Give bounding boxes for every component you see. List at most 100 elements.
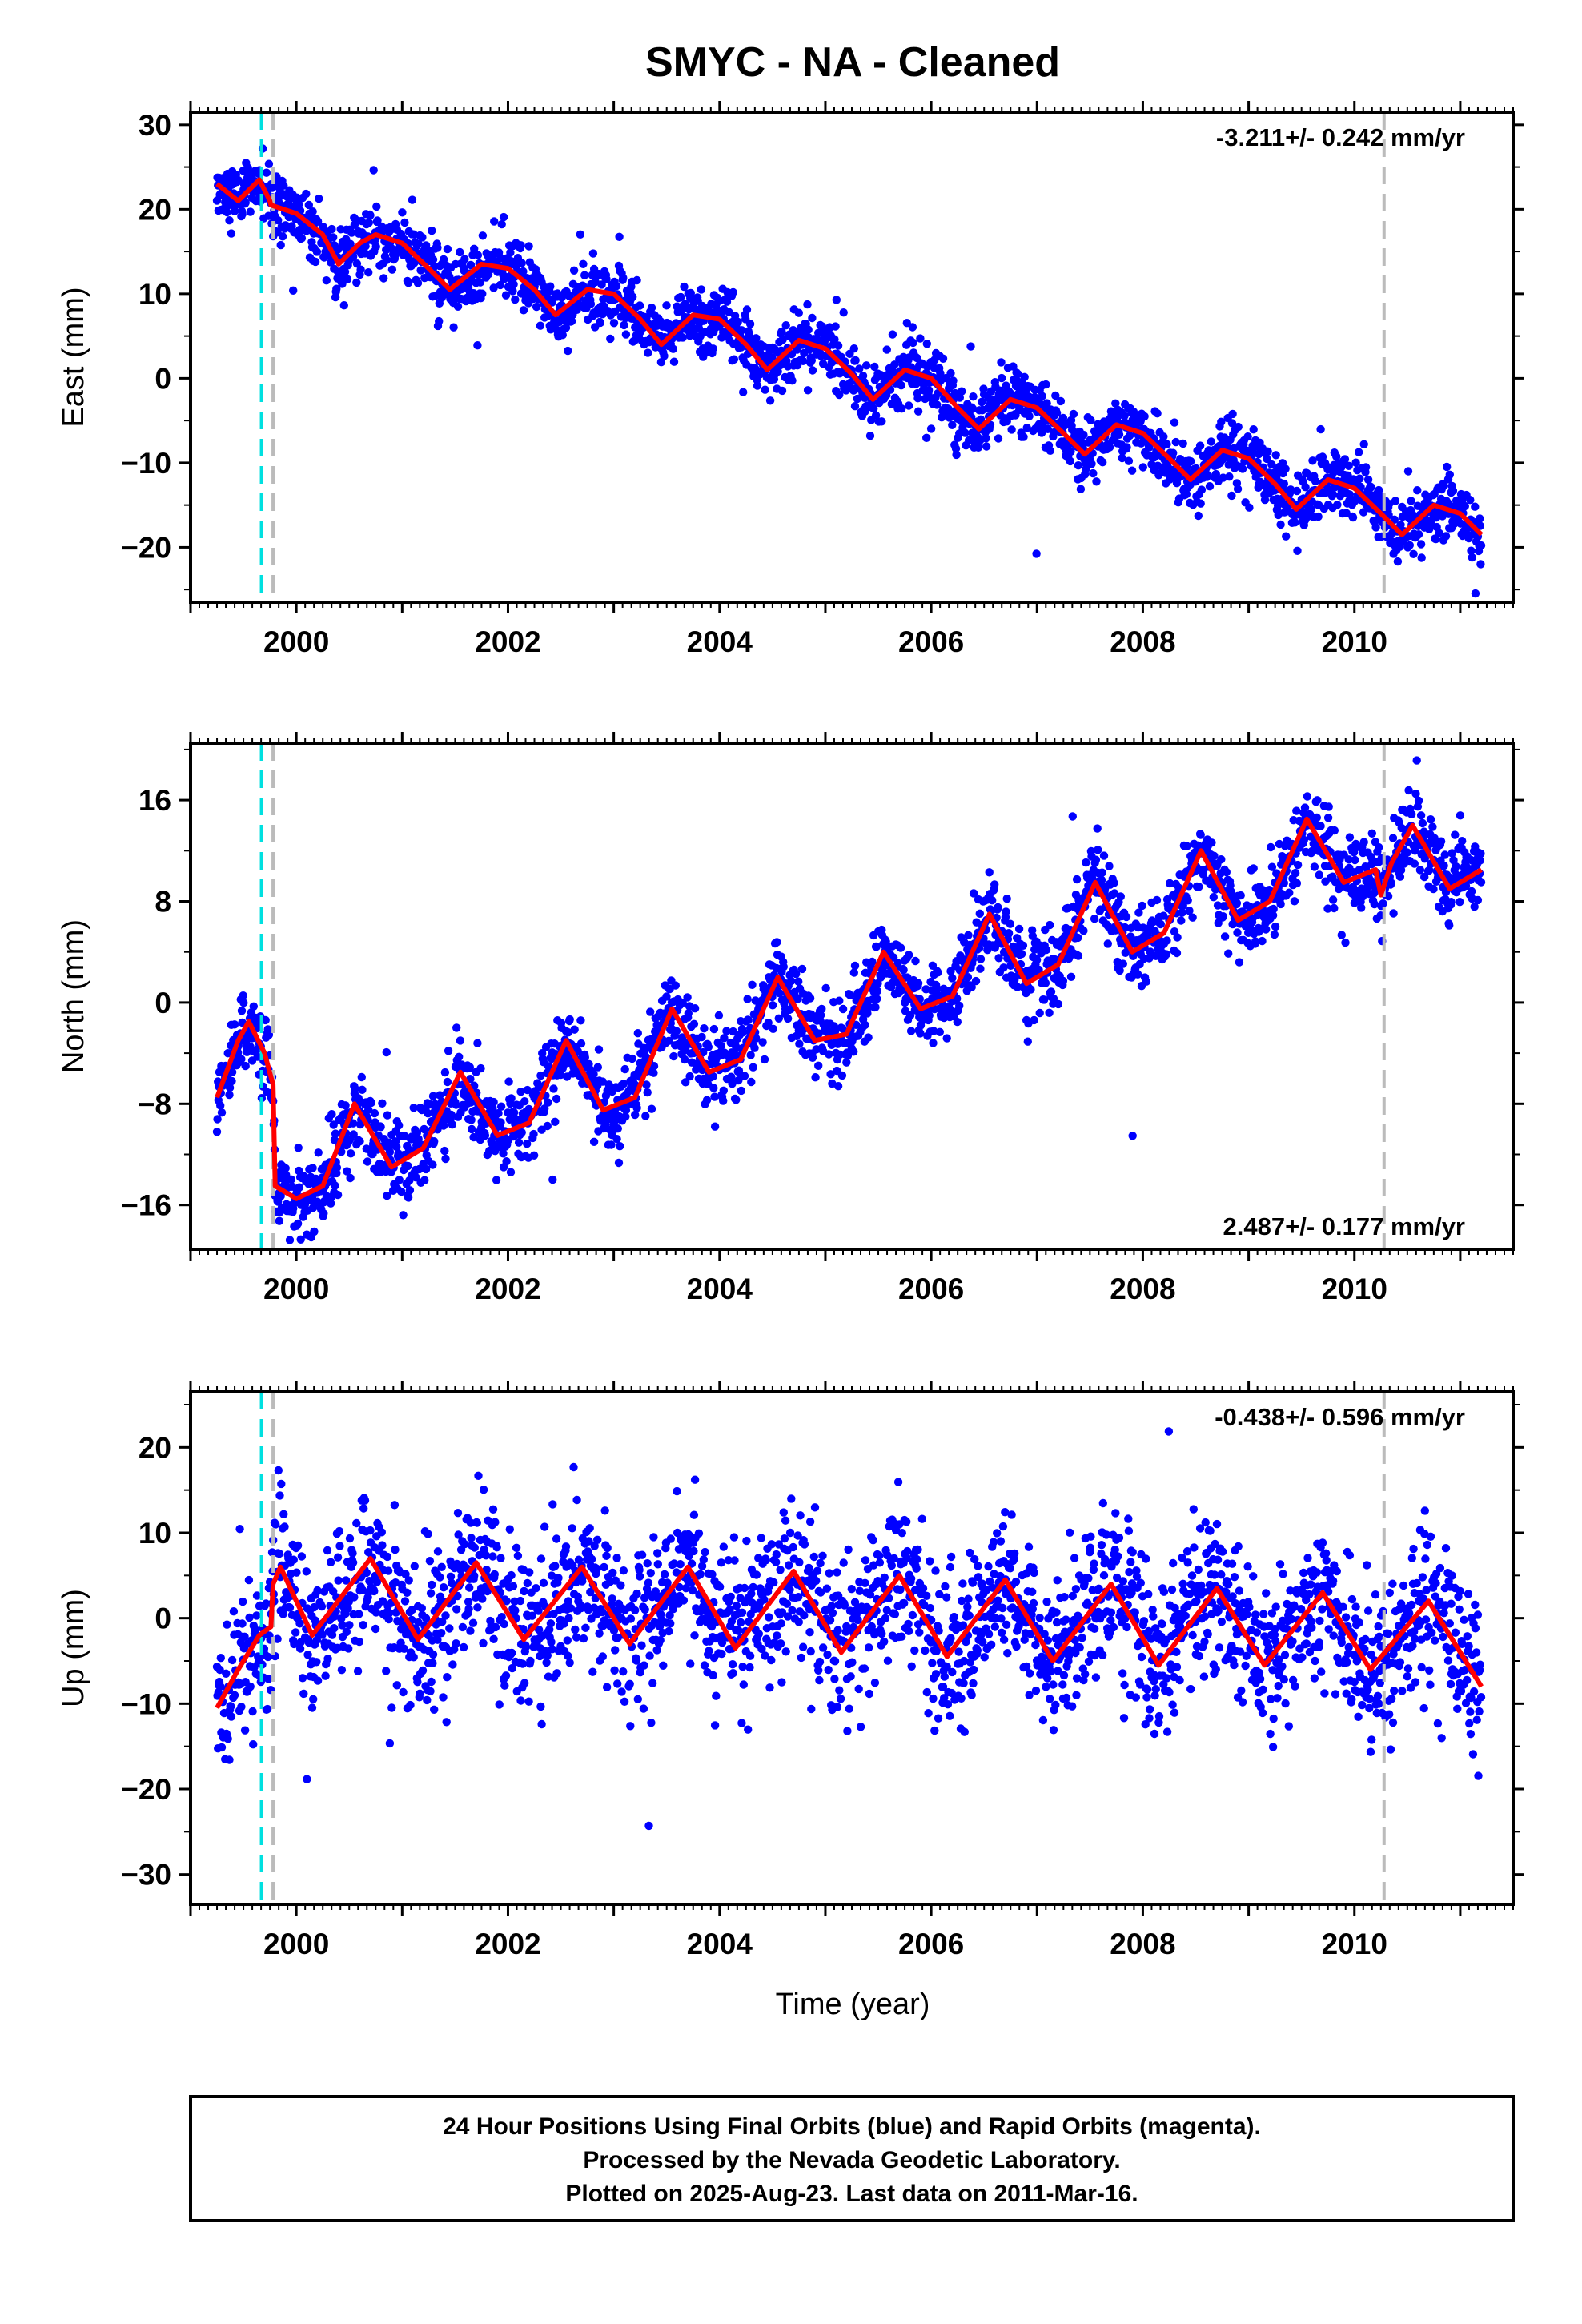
position-points — [212, 144, 1486, 598]
data-point — [1079, 430, 1088, 440]
data-point — [807, 356, 816, 365]
data-point — [1351, 458, 1360, 467]
data-point — [383, 1111, 392, 1120]
data-point — [1476, 541, 1486, 550]
data-point — [1379, 899, 1387, 908]
data-point — [938, 354, 948, 363]
data-point — [376, 1123, 385, 1132]
data-point — [448, 1120, 456, 1129]
data-point — [246, 207, 255, 216]
data-point — [1417, 553, 1426, 562]
data-point — [1098, 458, 1107, 467]
data-point — [506, 1168, 516, 1176]
data-point — [1367, 483, 1375, 492]
data-point — [327, 1110, 336, 1119]
data-point — [294, 1144, 303, 1152]
data-point — [1210, 851, 1219, 861]
data-point — [1002, 907, 1010, 916]
data-point — [868, 957, 877, 967]
data-point — [579, 259, 588, 268]
data-point — [1263, 454, 1271, 464]
data-point — [871, 1003, 880, 1011]
data-point — [501, 291, 511, 300]
data-point — [225, 1090, 234, 1100]
data-point — [1271, 451, 1280, 460]
data-point — [276, 1192, 285, 1200]
data-point — [656, 358, 666, 367]
data-point — [241, 1061, 250, 1071]
data-point — [1182, 842, 1191, 850]
data-point — [1225, 472, 1234, 481]
data-point — [1233, 485, 1243, 493]
data-point — [877, 417, 886, 426]
data-point — [346, 239, 355, 248]
data-point — [669, 344, 677, 353]
data-point — [1058, 976, 1068, 986]
data-point — [743, 995, 752, 1003]
data-point — [1361, 463, 1371, 472]
data-point — [494, 1108, 503, 1118]
data-point — [690, 1004, 700, 1013]
data-point — [749, 1063, 757, 1072]
data-point — [1263, 447, 1272, 456]
data-point — [1341, 938, 1350, 947]
data-point — [760, 1055, 769, 1064]
data-point — [929, 1039, 938, 1047]
data-point — [896, 943, 905, 952]
data-point — [1332, 452, 1341, 461]
data-point — [1328, 490, 1338, 499]
data-point — [1038, 392, 1046, 400]
y-tick-label: 20 — [139, 193, 171, 226]
data-point — [680, 1055, 689, 1064]
data-point — [1222, 867, 1231, 877]
data-point — [805, 994, 815, 1003]
data-point — [470, 244, 479, 253]
data-point — [804, 325, 813, 334]
data-point — [911, 380, 921, 388]
data-point — [1466, 496, 1475, 505]
data-point — [332, 1163, 342, 1172]
data-point — [490, 217, 499, 226]
data-point — [1177, 916, 1186, 925]
data-point — [1359, 508, 1368, 517]
data-point — [473, 341, 482, 350]
data-point — [1183, 896, 1192, 905]
data-point — [733, 317, 742, 327]
data-point — [764, 1019, 773, 1027]
data-point — [1014, 369, 1022, 379]
data-point — [363, 1157, 372, 1166]
data-point — [612, 1135, 621, 1144]
data-point — [552, 1094, 561, 1104]
data-point — [1328, 895, 1338, 904]
data-point — [607, 1140, 616, 1149]
data-point — [1004, 929, 1014, 938]
data-point — [444, 1047, 453, 1055]
data-point — [1429, 884, 1438, 894]
data-point — [1267, 460, 1276, 469]
data-point — [835, 390, 844, 400]
data-point — [331, 1129, 340, 1138]
data-point — [420, 1176, 429, 1184]
data-point — [1238, 464, 1247, 473]
data-point — [1124, 456, 1134, 465]
data-point — [371, 242, 380, 251]
data-point — [709, 1084, 718, 1092]
data-point — [722, 1027, 731, 1035]
data-point — [614, 1158, 624, 1168]
data-point — [237, 1007, 247, 1015]
data-point — [367, 1098, 375, 1108]
data-point — [352, 259, 362, 268]
data-point — [1125, 431, 1134, 440]
data-point — [509, 279, 518, 289]
data-point — [647, 1104, 656, 1113]
data-point — [616, 1142, 624, 1151]
data-point — [831, 322, 840, 331]
data-point — [1032, 549, 1041, 558]
data-point — [382, 255, 391, 264]
data-point — [216, 1101, 225, 1110]
data-point — [331, 1181, 339, 1190]
data-point — [606, 334, 615, 344]
data-point — [492, 1176, 501, 1184]
data-point — [405, 1186, 415, 1195]
data-point — [1359, 440, 1368, 448]
